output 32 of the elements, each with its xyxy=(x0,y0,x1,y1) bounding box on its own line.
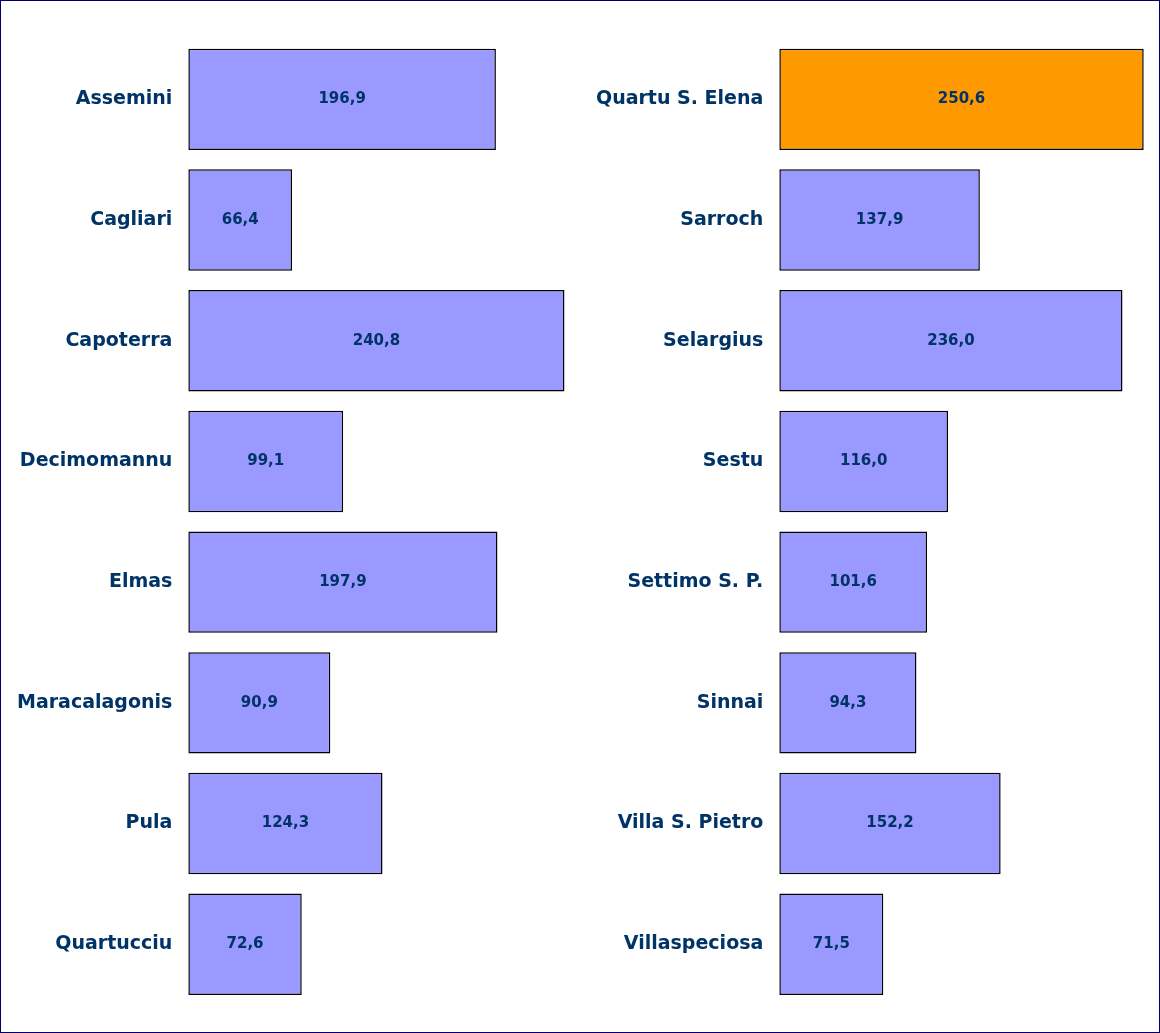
y-tick-label: Elmas xyxy=(108,569,173,592)
y-tick-label: Selargius xyxy=(663,327,764,350)
data-label: 240,8 xyxy=(352,330,401,349)
y-tick-label: Pula xyxy=(125,810,173,833)
data-label: 124,3 xyxy=(261,813,310,832)
data-label: 99,1 xyxy=(247,451,285,470)
y-tick-label: Decimomannu xyxy=(19,448,173,471)
data-label: 197,9 xyxy=(319,572,367,591)
data-label: 116,0 xyxy=(839,451,888,470)
y-tick-label: Maracalagonis xyxy=(17,689,173,712)
y-tick-label: Villa S. Pietro xyxy=(617,810,764,833)
y-tick-label: Cagliari xyxy=(90,206,173,229)
data-label: 101,6 xyxy=(829,572,877,591)
data-label: 196,9 xyxy=(318,89,366,108)
data-label: 236,0 xyxy=(927,330,975,349)
y-tick-label: Settimo S. P. xyxy=(627,569,764,592)
data-label: 71,5 xyxy=(812,934,850,953)
data-label: 250,6 xyxy=(937,89,986,108)
data-label: 137,9 xyxy=(855,209,904,228)
y-tick-label: Sinnai xyxy=(696,689,764,712)
y-tick-label: Quartu S. Elena xyxy=(595,86,764,109)
data-label: 66,4 xyxy=(221,209,259,228)
data-label: 90,9 xyxy=(240,692,278,711)
y-tick-label: Sestu xyxy=(702,448,764,471)
data-label: 152,2 xyxy=(866,813,914,832)
y-tick-label: Villaspeciosa xyxy=(623,931,764,954)
y-tick-label: Capoterra xyxy=(65,327,173,350)
y-tick-label: Quartucciu xyxy=(55,931,173,954)
data-label: 72,6 xyxy=(226,934,264,953)
y-tick-label: Sarroch xyxy=(680,206,764,229)
y-tick-label: Assemini xyxy=(75,86,173,109)
data-label: 94,3 xyxy=(829,692,867,711)
